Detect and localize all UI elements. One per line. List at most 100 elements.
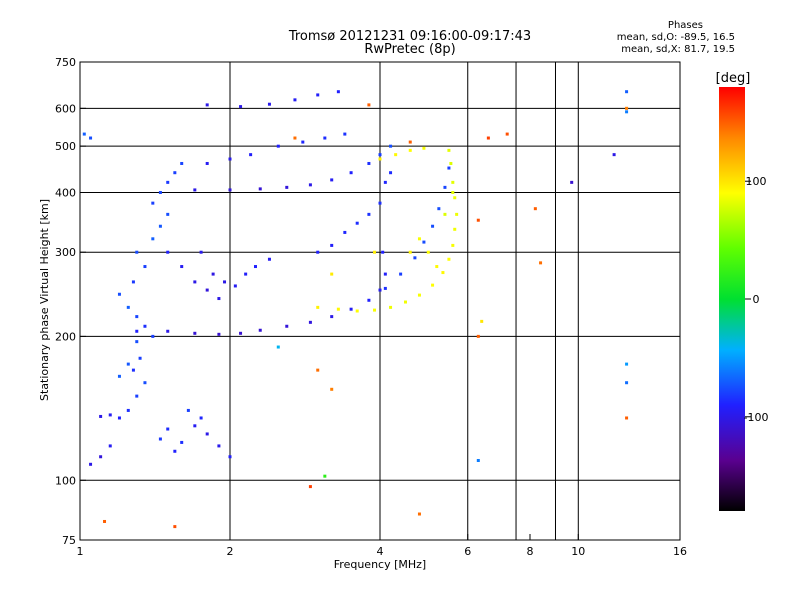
data-point — [135, 315, 139, 319]
data-point — [349, 307, 353, 311]
data-point — [135, 329, 139, 333]
data-point — [99, 455, 103, 459]
data-point — [143, 324, 147, 328]
data-point — [451, 190, 455, 194]
y-tick-label: 200 — [55, 330, 76, 343]
data-point — [99, 414, 103, 418]
data-point — [205, 103, 209, 107]
x-tick-label: 10 — [571, 545, 585, 558]
data-point — [158, 437, 162, 441]
data-point — [323, 136, 327, 140]
data-point — [131, 280, 135, 284]
x-tick-label: 16 — [673, 545, 687, 558]
chart-title: Tromsø 20121231 09:16:00-09:17:43 — [288, 29, 532, 44]
data-point — [505, 132, 509, 136]
data-point — [103, 519, 107, 523]
data-point — [180, 161, 184, 165]
data-point — [199, 250, 203, 254]
y-tick-label: 300 — [55, 246, 76, 259]
data-point — [476, 458, 480, 462]
data-point — [422, 240, 426, 244]
data-point — [166, 250, 170, 254]
chart-subtitle: RwPretec (8p) — [364, 42, 456, 57]
data-point — [330, 178, 334, 182]
data-point — [228, 188, 232, 192]
data-point — [447, 257, 451, 261]
data-point — [367, 298, 371, 302]
data-point — [539, 261, 543, 265]
x-tick-label: 8 — [527, 545, 534, 558]
data-point — [389, 144, 393, 148]
data-point — [451, 180, 455, 184]
data-point — [108, 444, 112, 448]
data-point — [378, 153, 382, 157]
data-point — [228, 157, 232, 161]
data-point — [233, 284, 237, 288]
data-point — [343, 230, 347, 234]
data-point — [217, 297, 221, 301]
colorbar-tick-label: 0 — [753, 293, 760, 306]
data-point — [301, 140, 305, 144]
data-point — [151, 237, 155, 241]
data-point — [417, 237, 421, 241]
data-point — [276, 144, 280, 148]
data-point — [166, 180, 170, 184]
data-point — [166, 329, 170, 333]
data-point — [625, 106, 629, 110]
data-point — [173, 449, 177, 453]
data-point — [330, 315, 334, 319]
data-point — [431, 224, 435, 228]
data-point — [143, 381, 147, 385]
data-point — [205, 288, 209, 292]
data-point — [308, 183, 312, 187]
data-point — [612, 153, 616, 157]
data-point — [82, 132, 86, 136]
data-point — [451, 243, 455, 247]
data-point — [308, 485, 312, 489]
data-point — [205, 161, 209, 165]
data-point — [480, 319, 484, 323]
x-tick-label: 2 — [227, 545, 234, 558]
y-tick-label: 600 — [55, 102, 76, 115]
data-point — [367, 103, 371, 107]
data-point — [316, 93, 320, 97]
data-point — [285, 324, 289, 328]
data-point — [126, 408, 130, 412]
data-point — [151, 334, 155, 338]
data-point — [476, 218, 480, 222]
data-point — [217, 444, 221, 448]
data-point — [193, 424, 197, 428]
data-point — [173, 171, 177, 175]
data-point — [151, 201, 155, 205]
data-point — [193, 331, 197, 335]
colorbar-label: [deg] — [716, 71, 751, 86]
data-point — [408, 250, 412, 254]
data-point — [378, 288, 382, 292]
data-point — [211, 272, 215, 276]
data-point — [89, 462, 93, 466]
data-point — [426, 250, 430, 254]
data-point — [166, 427, 170, 431]
y-tick-label: 400 — [55, 186, 76, 199]
data-point — [223, 280, 227, 284]
data-point — [267, 102, 271, 106]
data-point — [117, 416, 121, 420]
data-point — [239, 105, 243, 109]
y-axis-ticks: 75 100 200 300 400 500 600 750 — [55, 56, 86, 547]
data-point — [453, 227, 457, 231]
data-point — [330, 243, 334, 247]
data-point — [131, 368, 135, 372]
data-point — [381, 250, 385, 254]
data-point — [173, 525, 177, 529]
data-point — [293, 136, 297, 140]
data-point — [343, 132, 347, 136]
data-point — [486, 136, 490, 140]
data-point — [394, 153, 398, 157]
data-point — [138, 356, 142, 360]
data-point — [399, 272, 403, 276]
data-point — [330, 387, 334, 391]
colorbar-tick-label: -100 — [744, 411, 769, 424]
data-point — [408, 140, 412, 144]
data-point — [117, 374, 121, 378]
